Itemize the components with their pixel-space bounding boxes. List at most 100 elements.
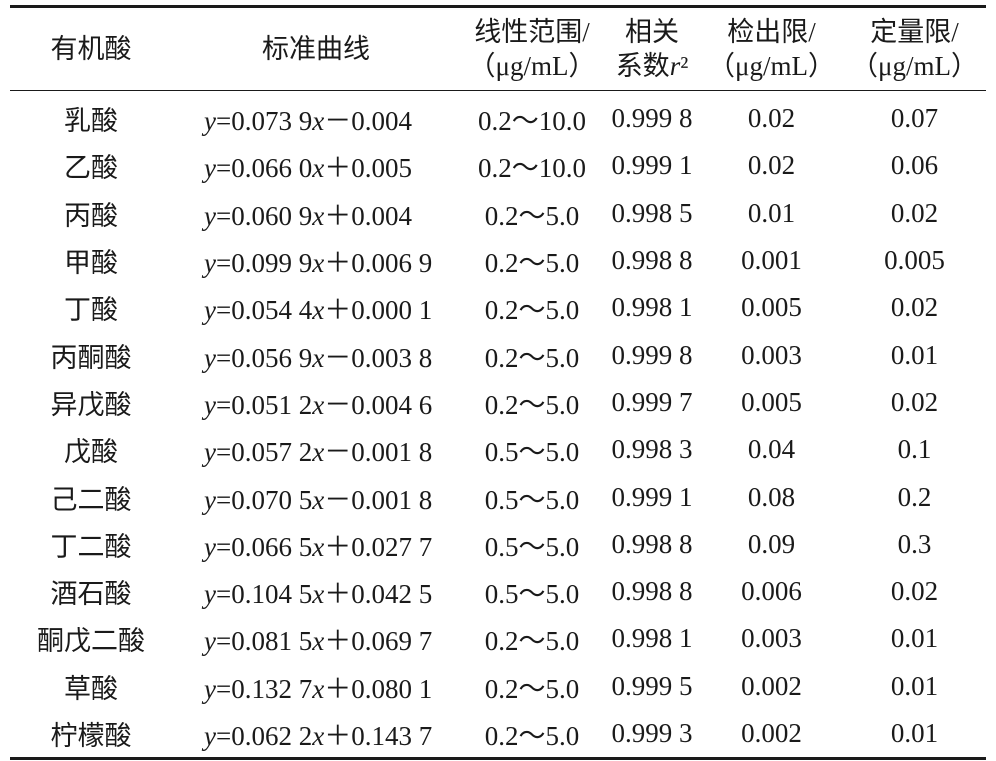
standard-curve-cell: y=0.066 5x＋0.027 7 bbox=[204, 531, 433, 562]
lod-cell: 0.01 bbox=[747, 197, 796, 228]
header-line: （μg/mL） bbox=[851, 51, 978, 81]
standard-curve-cell: y=0.070 5x－0.001 8 bbox=[204, 484, 433, 515]
table-row: 丁酸 y=0.054 4x＋0.000 1 0.2～5.0 0.998 1 0.005 0… bbox=[10, 284, 986, 331]
standard-curve-cell: y=0.057 2x－0.001 8 bbox=[204, 437, 433, 468]
correlation-cell: 0.999 1 bbox=[611, 150, 693, 181]
data-table-wrapper: 有机酸 标准曲线 线性范围/（μg/mL） 相关 系数r² 检出限/（μg/mL） 定量限/… bbox=[10, 5, 986, 761]
linear-range-cell: 0.2～5.0 bbox=[484, 626, 580, 657]
header-line: 检出限/ bbox=[727, 17, 816, 47]
correlation-cell: 0.999 8 bbox=[611, 103, 693, 134]
standard-curve-cell: y=0.104 5x＋0.042 5 bbox=[204, 579, 433, 610]
linear-range-cell: 0.2～10.0 bbox=[478, 106, 586, 137]
header-organic-acid: 有机酸 bbox=[10, 8, 172, 91]
table-body: 乳酸 y=0.073 9x－0.004 0.2～10.0 0.999 8 0.02 0.0… bbox=[10, 91, 986, 758]
table-row: 丙酸 y=0.060 9x＋0.004 0.2～5.0 0.998 5 0.01 0.02 bbox=[10, 190, 986, 237]
standard-curve-cell: y=0.099 9x＋0.006 9 bbox=[204, 248, 433, 279]
linear-range-cell: 0.2～5.0 bbox=[484, 295, 580, 326]
acid-cell: 柠檬酸 bbox=[50, 721, 132, 751]
correlation-cell: 0.998 1 bbox=[611, 292, 693, 323]
standard-curve-cell: y=0.062 2x＋0.143 7 bbox=[204, 721, 433, 751]
table-row: 酮戊二酸 y=0.081 5x＋0.069 7 0.2～5.0 0.998 1 0.00… bbox=[10, 615, 986, 662]
loq-cell: 0.2 bbox=[897, 481, 932, 512]
correlation-cell: 0.998 5 bbox=[611, 197, 693, 228]
lod-cell: 0.005 bbox=[741, 386, 802, 417]
acid-cell: 丁二酸 bbox=[50, 531, 132, 562]
correlation-cell: 0.999 3 bbox=[611, 718, 693, 748]
acid-cell: 丁酸 bbox=[64, 295, 118, 326]
loq-cell: 0.07 bbox=[890, 103, 939, 134]
header-correlation: 相关 系数r² bbox=[604, 8, 700, 91]
linear-range-cell: 0.2～5.0 bbox=[484, 342, 580, 373]
lod-cell: 0.08 bbox=[747, 481, 796, 512]
organic-acid-table: 有机酸 标准曲线 线性范围/（μg/mL） 相关 系数r² 检出限/（μg/mL） 定量限/… bbox=[10, 8, 986, 757]
lod-cell: 0.02 bbox=[747, 103, 796, 134]
linear-range-cell: 0.5～5.0 bbox=[484, 579, 580, 610]
acid-cell: 乙酸 bbox=[64, 153, 118, 184]
acid-cell: 丙酸 bbox=[64, 200, 118, 231]
linear-range-cell: 0.2～5.0 bbox=[484, 389, 580, 420]
loq-cell: 0.01 bbox=[890, 718, 939, 748]
acid-cell: 酒石酸 bbox=[50, 579, 132, 610]
linear-range-cell: 0.2～5.0 bbox=[484, 200, 580, 231]
correlation-cell: 0.999 1 bbox=[611, 481, 693, 512]
table-row: 甲酸 y=0.099 9x＋0.006 9 0.2～5.0 0.998 8 0.001 0… bbox=[10, 237, 986, 284]
header-lod: 检出限/ （μg/mL） bbox=[700, 8, 843, 91]
linear-range-cell: 0.2～5.0 bbox=[484, 248, 580, 279]
loq-cell: 0.06 bbox=[890, 150, 939, 181]
correlation-cell: 0.999 7 bbox=[611, 386, 693, 417]
table-row: 丙酮酸 y=0.056 9x－0.003 8 0.2～5.0 0.999 8 0.003… bbox=[10, 331, 986, 378]
header-line: 标准曲线 bbox=[262, 34, 370, 64]
loq-cell: 0.01 bbox=[890, 623, 939, 654]
header-line: （μg/mL） bbox=[468, 51, 596, 81]
header-linear-range: 线性范围/ （μg/mL） bbox=[460, 8, 604, 91]
table-row: 乙酸 y=0.066 0x＋0.005 0.2～10.0 0.999 1 0.02 0.0… bbox=[10, 142, 986, 189]
correlation-cell: 0.998 1 bbox=[611, 623, 693, 654]
lod-cell: 0.005 bbox=[741, 292, 802, 323]
correlation-cell: 0.998 8 bbox=[611, 528, 693, 559]
header-standard-curve: 标准曲线 bbox=[172, 8, 460, 91]
loq-cell: 0.005 bbox=[884, 245, 945, 276]
loq-cell: 0.1 bbox=[897, 434, 932, 465]
correlation-cell: 0.998 8 bbox=[611, 245, 693, 276]
table-top-rule bbox=[10, 5, 986, 8]
correlation-cell: 0.998 3 bbox=[611, 434, 693, 465]
loq-cell: 0.01 bbox=[890, 339, 939, 370]
standard-curve-cell: y=0.066 0x＋0.005 bbox=[204, 153, 412, 184]
linear-range-cell: 0.5～5.0 bbox=[484, 484, 580, 515]
header-line: 线性范围/ bbox=[474, 17, 590, 47]
correlation-cell: 0.999 5 bbox=[611, 670, 693, 701]
table-row: 酒石酸 y=0.104 5x＋0.042 5 0.5～5.0 0.998 8 0.006… bbox=[10, 568, 986, 615]
standard-curve-cell: y=0.073 9x－0.004 bbox=[204, 106, 412, 137]
table-row: 乳酸 y=0.073 9x－0.004 0.2～10.0 0.999 8 0.02 0.0… bbox=[10, 91, 986, 143]
loq-cell: 0.02 bbox=[890, 386, 939, 417]
standard-curve-cell: y=0.060 9x＋0.004 bbox=[204, 200, 412, 231]
table-bottom-rule bbox=[10, 757, 986, 761]
header-loq: 定量限/ （μg/mL） bbox=[843, 8, 986, 91]
acid-cell: 戊酸 bbox=[64, 437, 118, 468]
header-row: 有机酸 标准曲线 线性范围/（μg/mL） 相关 系数r² 检出限/（μg/mL） 定量限/… bbox=[10, 8, 986, 91]
linear-range-cell: 0.5～5.0 bbox=[484, 531, 580, 562]
loq-cell: 0.3 bbox=[897, 528, 932, 559]
loq-cell: 0.02 bbox=[890, 292, 939, 323]
lod-cell: 0.02 bbox=[747, 150, 796, 181]
loq-cell: 0.02 bbox=[890, 197, 939, 228]
acid-cell: 草酸 bbox=[64, 673, 118, 704]
standard-curve-cell: y=0.056 9x－0.003 8 bbox=[204, 342, 433, 373]
header-line: 有机酸 bbox=[50, 34, 132, 64]
table-row: 柠檬酸 y=0.062 2x＋0.143 7 0.2～5.0 0.999 3 0.002… bbox=[10, 710, 986, 757]
lod-cell: 0.003 bbox=[741, 339, 802, 370]
acid-cell: 异戊酸 bbox=[50, 389, 132, 420]
table-row: 异戊酸 y=0.051 2x－0.004 6 0.2～5.0 0.999 7 0.005… bbox=[10, 379, 986, 426]
acid-cell: 酮戊二酸 bbox=[37, 626, 145, 657]
header-line: 相关 bbox=[625, 17, 679, 47]
linear-range-cell: 0.2～5.0 bbox=[484, 721, 580, 751]
acid-cell: 己二酸 bbox=[50, 484, 132, 515]
table-row: 草酸 y=0.132 7x＋0.080 1 0.2～5.0 0.999 5 0.002 0… bbox=[10, 663, 986, 710]
correlation-cell: 0.999 8 bbox=[611, 339, 693, 370]
acid-cell: 乳酸 bbox=[64, 106, 118, 137]
loq-cell: 0.01 bbox=[890, 670, 939, 701]
table-header: 有机酸 标准曲线 线性范围/（μg/mL） 相关 系数r² 检出限/（μg/mL） 定量限/… bbox=[10, 8, 986, 91]
lod-cell: 0.09 bbox=[747, 528, 796, 559]
table-row: 戊酸 y=0.057 2x－0.001 8 0.5～5.0 0.998 3 0.04 0.… bbox=[10, 426, 986, 473]
header-line: 定量限/ bbox=[870, 17, 959, 47]
